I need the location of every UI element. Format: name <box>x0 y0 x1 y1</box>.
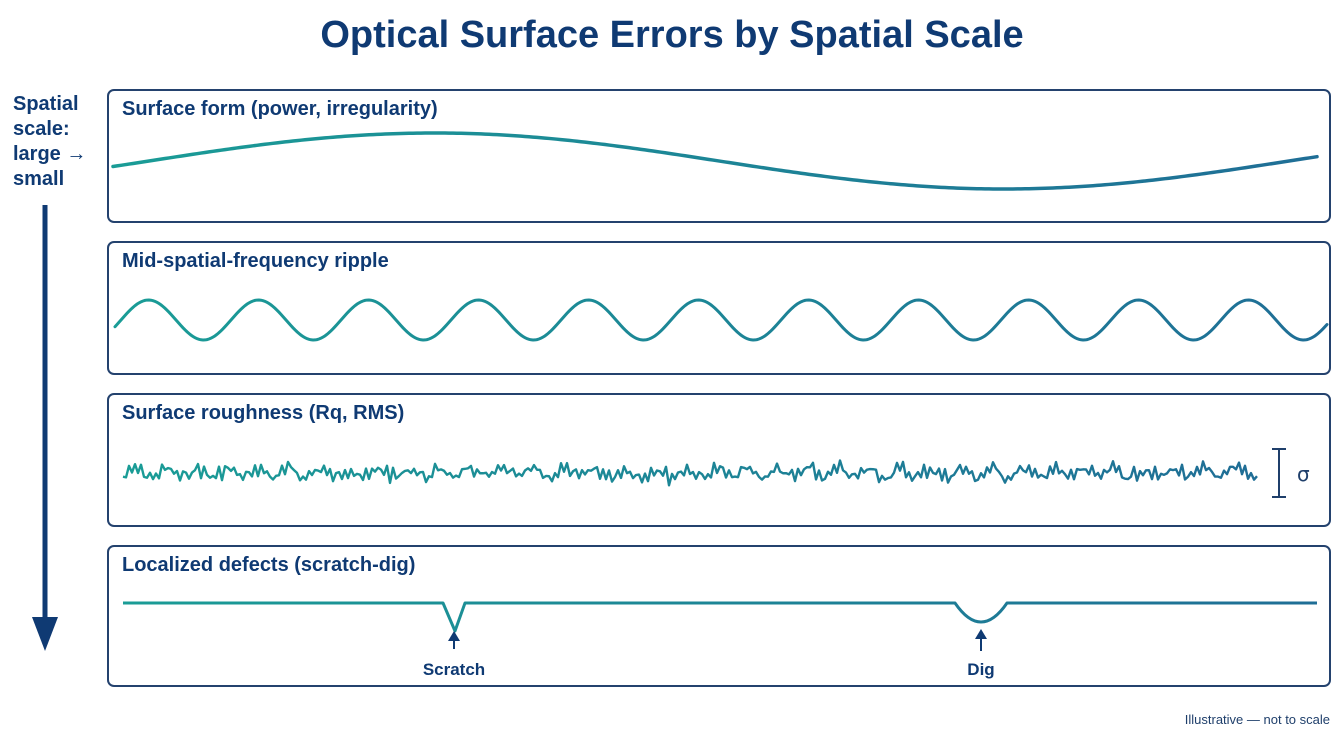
panel-ripple: Mid-spatial-frequency ripple <box>107 241 1331 375</box>
sigma-label: σ <box>1297 462 1310 486</box>
defect-profile-plot: Scratch Dig <box>123 601 1317 679</box>
panel-title-ripple: Mid-spatial-frequency ripple <box>122 250 389 272</box>
spatial-scale-label: Spatial scale: large → small <box>13 93 87 190</box>
panel-defects: Localized defects (scratch-dig) Scratch … <box>107 545 1331 687</box>
scratch-label: Scratch <box>423 660 485 679</box>
defect-profile <box>123 601 1317 633</box>
footnote: Illustrative — not to scale <box>1184 712 1330 727</box>
ripple-curve-plot <box>113 298 1329 342</box>
panel-title-defects: Localized defects (scratch-dig) <box>122 554 416 576</box>
panel-title-surface-form: Surface form (power, irregularity) <box>122 98 438 120</box>
page-title: Optical Surface Errors by Spatial Scale <box>320 14 1024 56</box>
panel-roughness: Surface roughness (Rq, RMS) σ <box>107 393 1331 527</box>
sigma-bracket-icon <box>1272 448 1286 498</box>
form-curve <box>111 131 1319 191</box>
roughness-curve <box>122 459 1258 487</box>
dig-label: Dig <box>967 660 994 679</box>
scratch-arrow-icon <box>448 631 460 649</box>
panel-surface-form: Surface form (power, irregularity) <box>107 89 1331 223</box>
down-arrow-icon <box>32 205 58 651</box>
ripple-curve <box>113 298 1329 342</box>
panel-title-roughness: Surface roughness (Rq, RMS) <box>122 402 405 424</box>
roughness-curve-plot: σ <box>122 448 1310 498</box>
form-curve-plot <box>111 131 1319 191</box>
dig-arrow-icon <box>975 629 987 651</box>
